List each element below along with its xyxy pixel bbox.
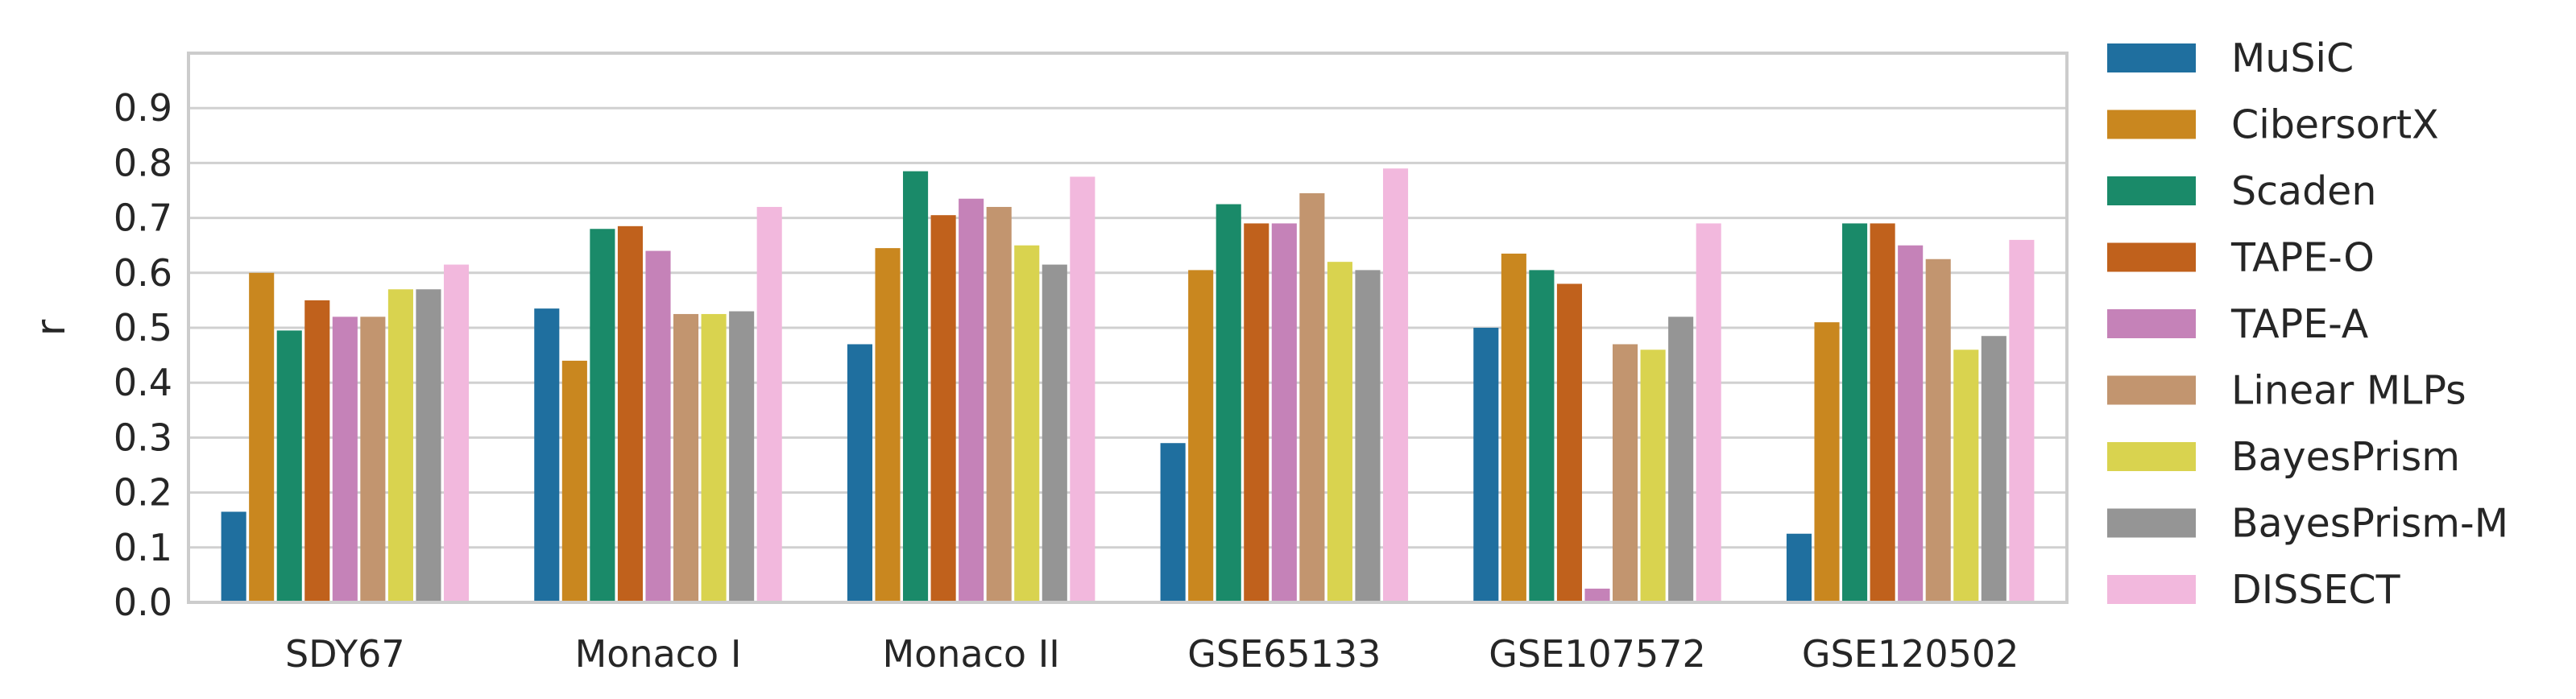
- bar: [1925, 259, 1951, 602]
- bar: [332, 316, 358, 602]
- bar: [1529, 270, 1555, 602]
- legend-swatch: [2107, 442, 2196, 471]
- bar: [1473, 328, 1499, 602]
- bar: [1216, 204, 1241, 603]
- bar: [2009, 239, 2035, 602]
- bar: [360, 316, 386, 602]
- y-tick-label: 0.1: [114, 526, 172, 569]
- x-tick-label: GSE107572: [1489, 632, 1706, 676]
- bar: [986, 206, 1012, 602]
- y-tick-label: 0.4: [114, 361, 172, 404]
- legend-swatch: [2107, 43, 2196, 72]
- x-tick-label: Monaco I: [575, 632, 742, 676]
- bar: [1668, 316, 1694, 602]
- legend-swatch: [2107, 375, 2196, 405]
- bar: [875, 248, 901, 602]
- bar: [645, 250, 671, 602]
- bar: [673, 313, 699, 602]
- bar: [701, 313, 727, 602]
- legend-swatch: [2107, 575, 2196, 604]
- bar: [1696, 223, 1721, 602]
- legend-swatch: [2107, 176, 2196, 205]
- bar: [847, 344, 873, 602]
- bar: [249, 272, 275, 602]
- y-axis-ticks: 0.0 0.1 0.2 0.3 0.4 0.5 0.6 0.7 0.8 0.9: [114, 86, 172, 624]
- y-tick-label: 0.9: [114, 86, 172, 130]
- legend-swatch: [2107, 242, 2196, 272]
- x-tick-label: SDY67: [285, 632, 405, 676]
- bar: [416, 289, 441, 602]
- bar: [1870, 223, 1895, 602]
- bar: [1640, 350, 1666, 602]
- legend-label: MuSiC: [2231, 35, 2354, 81]
- legend-label: BayesPrism-M: [2231, 501, 2508, 547]
- grid-lines: [188, 106, 2067, 604]
- bar: [276, 330, 302, 602]
- bar: [1981, 336, 2007, 602]
- y-tick-label: 0.3: [114, 416, 172, 459]
- legend-swatch: [2107, 508, 2196, 538]
- x-tick-label: GSE65133: [1187, 632, 1381, 676]
- y-tick-label: 0.2: [114, 471, 172, 515]
- bar: [903, 171, 929, 602]
- bar: [221, 511, 246, 602]
- bar: [1299, 192, 1325, 602]
- bars: [221, 168, 2035, 603]
- bar: [443, 264, 470, 602]
- y-tick-label: 0.8: [114, 141, 172, 184]
- bar: [1244, 223, 1269, 602]
- bar: [1042, 264, 1067, 602]
- bar: [1014, 245, 1040, 602]
- bar: [1382, 168, 1409, 603]
- legend-label: DISSECT: [2231, 567, 2401, 613]
- bar: [1556, 283, 1582, 602]
- plot-frame: [187, 52, 2069, 604]
- bar: [561, 360, 587, 602]
- bar: [1842, 223, 1868, 602]
- legend-label: Linear MLPs: [2231, 368, 2466, 414]
- bar: [1898, 245, 1924, 602]
- bar: [304, 300, 330, 602]
- bar: [930, 215, 956, 602]
- bar: [1070, 176, 1095, 602]
- bar: [617, 225, 643, 602]
- x-tick-label: Monaco II: [882, 632, 1059, 676]
- legend-swatch: [2107, 110, 2196, 139]
- bar: [590, 229, 615, 602]
- bar: [387, 289, 413, 602]
- y-tick-label: 0.5: [114, 306, 172, 350]
- y-tick-label: 0.0: [114, 581, 172, 624]
- bar: [1814, 322, 1840, 602]
- bar: [1355, 270, 1381, 602]
- y-axis-label: r: [27, 319, 74, 336]
- bar: [1501, 253, 1526, 602]
- bar: [729, 311, 755, 602]
- bar: [1613, 344, 1638, 602]
- legend-label: TAPE-O: [2230, 235, 2375, 281]
- bar: [1786, 533, 1812, 602]
- bar: [959, 198, 984, 603]
- legend-label: BayesPrism: [2231, 434, 2460, 480]
- legend-label: Scaden: [2231, 168, 2376, 214]
- x-tick-label: GSE120502: [1802, 632, 2019, 676]
- x-axis-ticks: SDY67 Monaco I Monaco II GSE65133 GSE107572 G…: [285, 632, 2019, 676]
- legend: MuSiC CibersortX Scaden TAPE-O TAPE-A Linear …: [2107, 35, 2508, 613]
- bar: [1271, 223, 1297, 602]
- y-tick-label: 0.7: [114, 196, 172, 240]
- legend-label: CibersortX: [2231, 102, 2439, 148]
- bar: [1188, 270, 1214, 602]
- bar: [756, 206, 782, 602]
- legend-swatch: [2107, 309, 2196, 338]
- bar: [1953, 350, 1979, 602]
- bar: [1327, 262, 1352, 602]
- legend-label: TAPE-A: [2230, 301, 2369, 347]
- y-tick-label: 0.6: [114, 251, 172, 295]
- bar: [1160, 443, 1186, 602]
- bar: [1584, 588, 1610, 602]
- bar: [534, 308, 560, 602]
